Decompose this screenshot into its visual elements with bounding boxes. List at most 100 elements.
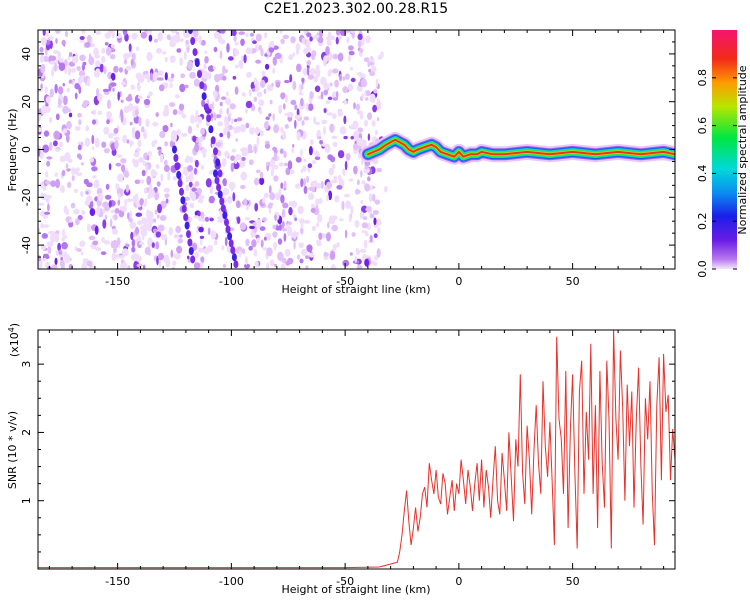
noise-speckle <box>174 94 180 99</box>
noise-speckle <box>324 251 327 256</box>
noise-speckle <box>240 171 247 181</box>
noise-speckle <box>245 108 248 114</box>
noise-speckle <box>253 96 258 102</box>
noise-speckle <box>200 148 207 154</box>
noise-speckle <box>76 172 83 177</box>
noise-speckle <box>268 40 275 50</box>
noise-speckle <box>222 187 230 196</box>
noise-speckle <box>197 247 204 253</box>
noise-speckle <box>82 100 90 106</box>
noise-speckle <box>127 212 130 220</box>
noise-speckle <box>232 192 236 202</box>
noise-speckle <box>222 178 227 187</box>
noise-speckle <box>332 97 339 101</box>
noise-speckle <box>241 92 247 97</box>
noise-speckle <box>168 102 176 108</box>
noise-speckle <box>159 215 167 221</box>
noise-speckle <box>269 192 276 201</box>
noise-speckle <box>350 136 354 140</box>
noise-speckle <box>81 262 88 269</box>
noise-speckle <box>137 84 141 92</box>
noise-speckle <box>253 77 257 87</box>
noise-speckle <box>76 248 82 252</box>
noise-speckle <box>282 130 286 140</box>
noise-speckle <box>292 52 296 57</box>
noise-speckle <box>131 32 138 40</box>
noise-speckle <box>329 215 336 220</box>
noise-speckle <box>70 202 76 209</box>
noise-speckle <box>167 171 171 181</box>
noise-speckle <box>306 66 310 76</box>
noise-speckle <box>45 102 49 108</box>
x-tick-label: 50 <box>566 575 580 588</box>
noise-speckle <box>54 172 58 177</box>
noise-speckle <box>84 41 91 48</box>
noise-speckle <box>288 207 293 216</box>
noise-speckle <box>92 109 96 116</box>
noise-speckle <box>313 116 317 124</box>
noise-speckle <box>127 265 131 269</box>
noise-speckle <box>172 266 175 269</box>
noise-speckle <box>248 89 252 97</box>
noise-speckle <box>130 84 135 90</box>
noise-speckle <box>372 104 377 113</box>
noise-speckle <box>93 179 100 189</box>
noise-speckle <box>39 46 44 53</box>
noise-speckle <box>143 131 148 140</box>
noise-speckle <box>290 99 297 106</box>
noise-speckle <box>235 138 239 142</box>
noise-speckle <box>374 129 379 136</box>
noise-speckle <box>259 130 264 137</box>
noise-speckle <box>280 263 286 269</box>
noise-speckle <box>88 235 96 241</box>
noise-speckle <box>40 105 48 115</box>
noise-speckle <box>279 30 283 34</box>
noise-speckle <box>330 179 338 184</box>
noise-speckle <box>319 140 324 145</box>
noise-speckle <box>303 178 307 187</box>
noise-speckle <box>357 127 364 133</box>
noise-speckle <box>164 72 168 81</box>
noise-speckle <box>135 72 142 80</box>
noise-speckle <box>202 153 207 158</box>
noise-speckle <box>58 249 63 256</box>
noise-speckle <box>281 227 288 232</box>
noise-speckle <box>54 62 57 72</box>
noise-speckle <box>79 54 86 62</box>
noise-speckle <box>283 162 288 167</box>
noise-speckle <box>336 241 340 248</box>
noise-speckle <box>196 229 199 234</box>
noise-speckle <box>155 112 159 118</box>
noise-speckle <box>368 192 373 203</box>
noise-speckle <box>108 200 112 208</box>
noise-speckle <box>131 238 136 248</box>
noise-speckle <box>204 216 210 222</box>
noise-speckle <box>200 238 203 246</box>
noise-speckle <box>197 211 201 217</box>
noise-speckle <box>250 81 255 90</box>
noise-speckle <box>233 35 237 42</box>
noise-speckle <box>316 221 319 228</box>
x-tick-label: -150 <box>105 275 130 288</box>
noise-speckle <box>46 241 54 248</box>
noise-speckle <box>46 160 51 167</box>
noise-speckle <box>369 185 373 191</box>
noise-speckle <box>152 218 157 223</box>
noise-speckle <box>294 119 297 129</box>
noise-speckle <box>105 194 112 200</box>
streak-blob <box>180 196 186 205</box>
noise-speckle <box>364 183 371 192</box>
noise-speckle <box>360 78 367 88</box>
noise-speckle <box>40 64 46 74</box>
noise-speckle <box>131 52 136 62</box>
noise-speckle <box>201 99 206 108</box>
noise-speckle <box>361 222 369 229</box>
noise-speckle <box>304 255 310 259</box>
noise-speckle <box>254 261 259 268</box>
colorbar-tick-label: 0.4 <box>696 165 709 183</box>
y-tick-label: 1 <box>20 497 33 504</box>
noise-speckle <box>203 63 207 70</box>
noise-speckle <box>278 104 283 115</box>
noise-speckle <box>314 85 321 93</box>
noise-speckle <box>142 202 147 208</box>
